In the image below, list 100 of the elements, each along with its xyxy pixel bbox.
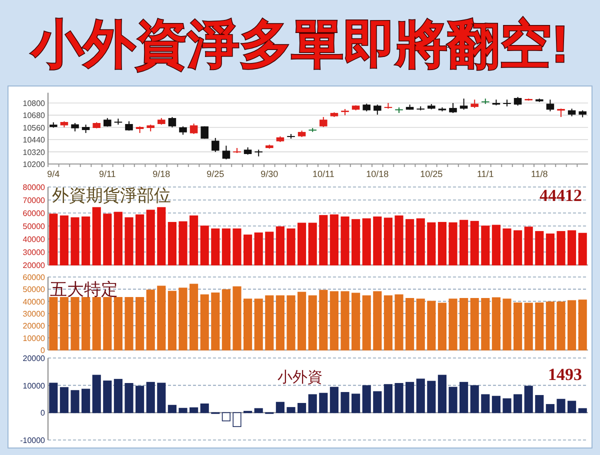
bar — [394, 383, 404, 414]
bar — [114, 297, 122, 350]
bar — [448, 386, 458, 414]
x-tick-label: 11/1 — [476, 169, 494, 179]
bar — [254, 298, 263, 350]
bar — [535, 302, 544, 350]
bar — [546, 302, 554, 350]
bar — [70, 390, 80, 414]
y-tick-label: 40000 — [22, 297, 46, 306]
bar — [546, 404, 554, 414]
bar — [502, 298, 512, 350]
bar — [535, 395, 544, 414]
bar — [427, 300, 436, 350]
y-tick-label: 50000 — [22, 285, 46, 294]
bar — [286, 295, 296, 350]
bar — [146, 290, 155, 350]
bar — [103, 297, 112, 350]
bar — [178, 288, 188, 350]
bar — [232, 412, 242, 428]
candlestick — [460, 98, 468, 110]
bar — [276, 295, 284, 350]
bar — [244, 298, 252, 350]
bar — [211, 292, 220, 350]
bar — [222, 412, 230, 422]
bar — [416, 298, 425, 350]
bar — [308, 295, 317, 350]
chart-title: 小外資淨多單即將翻空! — [29, 16, 569, 74]
candlestick — [546, 99, 554, 112]
bar — [556, 302, 566, 350]
bar — [319, 290, 328, 350]
bar — [319, 392, 328, 414]
y-tick-label: 10000 — [22, 334, 46, 343]
y-tick-label: -10000 — [20, 436, 46, 445]
y-tick-label: 60000 — [22, 209, 46, 218]
bar — [82, 388, 90, 414]
bar — [406, 382, 414, 414]
bar — [146, 382, 155, 414]
bar — [92, 374, 101, 414]
y-tick-label: 0 — [40, 346, 46, 355]
bar — [460, 382, 468, 414]
x-tick-label: 11/8 — [530, 169, 548, 179]
bar — [481, 298, 490, 350]
bar — [200, 404, 209, 414]
bar — [178, 408, 188, 414]
y-tick-label: 10680 — [22, 111, 46, 120]
bar — [373, 391, 382, 414]
bar — [124, 383, 134, 414]
x-tick-label: 10/18 — [366, 169, 389, 179]
bar — [556, 398, 566, 414]
y-tick-label: 30000 — [22, 310, 46, 318]
bar — [492, 396, 500, 414]
bar — [157, 382, 166, 414]
annotation: 1493 — [548, 365, 582, 384]
bar — [49, 382, 58, 414]
y-tick-label: 10440 — [22, 136, 46, 145]
x-tick-label: 9/30 — [260, 169, 278, 179]
bar — [362, 385, 371, 414]
bar — [352, 292, 360, 350]
bar — [340, 291, 350, 350]
candlestick — [449, 102, 457, 114]
bar — [470, 385, 479, 414]
chart-title: 外資期貨淨部位 — [52, 186, 171, 205]
bar — [190, 407, 198, 414]
bar — [384, 384, 392, 414]
candlestick — [190, 123, 198, 134]
x-tick-label: 10/11 — [312, 169, 334, 179]
y-tick-label: 10200 — [22, 160, 46, 169]
y-tick-label: 10800 — [22, 98, 46, 108]
bar — [298, 292, 306, 350]
x-tick-label: 9/25 — [206, 169, 224, 179]
bar — [157, 286, 166, 350]
bar — [308, 394, 317, 414]
x-tick-label: 10/25 — [420, 169, 443, 179]
y-tick-label: 10320 — [22, 148, 46, 157]
y-tick-label: 10560 — [22, 123, 46, 132]
bar — [568, 300, 576, 350]
candlestick — [168, 116, 176, 128]
bar — [481, 394, 490, 414]
bar — [200, 294, 209, 350]
x-tick-label: 9/4 — [47, 169, 60, 179]
bar — [286, 407, 296, 414]
bar — [60, 387, 68, 414]
bar — [114, 378, 122, 414]
y-tick-label: 30000 — [22, 248, 46, 257]
bar — [568, 400, 576, 414]
candlestick — [222, 145, 230, 160]
bar — [103, 380, 112, 414]
bar — [92, 297, 101, 350]
bar — [438, 302, 446, 350]
bar — [340, 392, 350, 414]
candlestick — [212, 137, 220, 152]
bar — [362, 295, 371, 350]
bar — [502, 398, 512, 414]
bar — [352, 394, 360, 414]
bar — [514, 394, 522, 414]
bar — [373, 291, 382, 350]
bar — [168, 404, 176, 414]
bar — [265, 295, 274, 350]
y-tick-label: 60000 — [22, 273, 46, 282]
bar — [330, 291, 338, 350]
